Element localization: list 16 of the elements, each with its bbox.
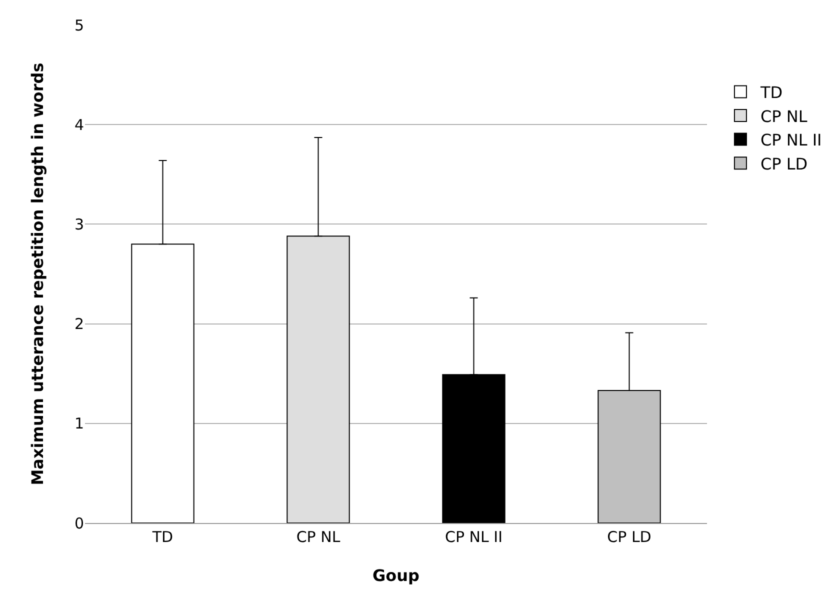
y-tick-label: 3 xyxy=(74,215,84,234)
y-tick-label: 4 xyxy=(74,116,84,134)
x-tick-label: CP LD xyxy=(607,528,652,546)
y-axis-title: Maximum utterance repetition length in words xyxy=(28,62,47,486)
legend-label: CP LD xyxy=(760,154,808,174)
y-tick-label: 1 xyxy=(74,414,84,433)
x-axis-title: Goup xyxy=(372,566,420,585)
y-tick-label: 5 xyxy=(74,16,84,34)
x-tick-label: CP NL II xyxy=(445,528,502,546)
x-tick-label: TD xyxy=(151,528,174,546)
y-tick-label: 2 xyxy=(74,315,84,334)
y-tick-label: 0 xyxy=(74,514,84,532)
x-tick-label: CP NL xyxy=(296,528,341,546)
legend-label: CP NL II xyxy=(760,130,822,150)
legend-label: TD xyxy=(759,82,783,102)
legend-label: CP NL xyxy=(760,106,808,126)
